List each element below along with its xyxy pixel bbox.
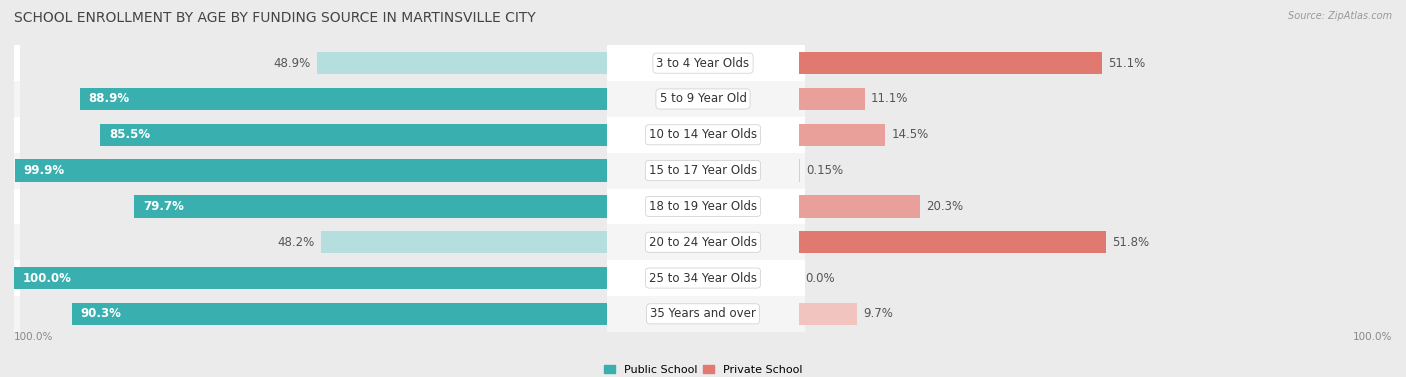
FancyBboxPatch shape: [14, 153, 20, 188]
FancyBboxPatch shape: [606, 117, 800, 153]
Text: 14.5%: 14.5%: [891, 128, 928, 141]
Legend: Public School, Private School: Public School, Private School: [599, 360, 807, 377]
FancyBboxPatch shape: [14, 224, 20, 260]
Text: 88.9%: 88.9%: [89, 92, 129, 106]
Bar: [14, 267, 606, 289]
FancyBboxPatch shape: [800, 188, 806, 224]
Text: 3 to 4 Year Olds: 3 to 4 Year Olds: [657, 57, 749, 70]
FancyBboxPatch shape: [606, 224, 800, 260]
Bar: [321, 231, 606, 253]
Text: 10 to 14 Year Olds: 10 to 14 Year Olds: [650, 128, 756, 141]
Text: 0.0%: 0.0%: [806, 271, 835, 285]
Text: 48.2%: 48.2%: [278, 236, 315, 249]
Text: 85.5%: 85.5%: [108, 128, 150, 141]
Text: 9.7%: 9.7%: [863, 307, 893, 320]
Text: 35 Years and over: 35 Years and over: [650, 307, 756, 320]
Text: 100.0%: 100.0%: [22, 271, 72, 285]
FancyBboxPatch shape: [14, 188, 20, 224]
FancyBboxPatch shape: [800, 153, 806, 188]
FancyBboxPatch shape: [800, 117, 806, 153]
FancyBboxPatch shape: [14, 260, 20, 296]
Text: 90.3%: 90.3%: [80, 307, 121, 320]
FancyBboxPatch shape: [606, 45, 800, 81]
FancyBboxPatch shape: [606, 296, 800, 332]
Text: 15 to 17 Year Olds: 15 to 17 Year Olds: [650, 164, 756, 177]
FancyBboxPatch shape: [14, 117, 20, 153]
Bar: [800, 195, 920, 218]
Bar: [14, 159, 606, 182]
Text: 20 to 24 Year Olds: 20 to 24 Year Olds: [650, 236, 756, 249]
FancyBboxPatch shape: [800, 260, 806, 296]
Bar: [800, 231, 1107, 253]
Bar: [80, 88, 606, 110]
Text: 0.15%: 0.15%: [806, 164, 844, 177]
Bar: [100, 124, 606, 146]
FancyBboxPatch shape: [14, 81, 20, 117]
Text: 79.7%: 79.7%: [143, 200, 184, 213]
Text: 18 to 19 Year Olds: 18 to 19 Year Olds: [650, 200, 756, 213]
Text: 11.1%: 11.1%: [872, 92, 908, 106]
Text: SCHOOL ENROLLMENT BY AGE BY FUNDING SOURCE IN MARTINSVILLE CITY: SCHOOL ENROLLMENT BY AGE BY FUNDING SOUR…: [14, 11, 536, 25]
Text: Source: ZipAtlas.com: Source: ZipAtlas.com: [1288, 11, 1392, 21]
Bar: [135, 195, 606, 218]
Text: 51.1%: 51.1%: [1108, 57, 1146, 70]
Bar: [800, 303, 856, 325]
FancyBboxPatch shape: [606, 260, 800, 296]
Bar: [800, 124, 886, 146]
FancyBboxPatch shape: [606, 81, 800, 117]
Bar: [800, 88, 865, 110]
Text: 20.3%: 20.3%: [925, 200, 963, 213]
Text: 51.8%: 51.8%: [1112, 236, 1150, 249]
FancyBboxPatch shape: [800, 224, 806, 260]
FancyBboxPatch shape: [800, 81, 806, 117]
Text: 99.9%: 99.9%: [24, 164, 65, 177]
Bar: [72, 303, 606, 325]
Text: 100.0%: 100.0%: [14, 332, 53, 342]
FancyBboxPatch shape: [606, 188, 800, 224]
Text: 5 to 9 Year Old: 5 to 9 Year Old: [659, 92, 747, 106]
Bar: [800, 52, 1102, 74]
Text: 25 to 34 Year Olds: 25 to 34 Year Olds: [650, 271, 756, 285]
Text: 100.0%: 100.0%: [1353, 332, 1392, 342]
FancyBboxPatch shape: [800, 45, 806, 81]
FancyBboxPatch shape: [606, 153, 800, 188]
Bar: [316, 52, 606, 74]
FancyBboxPatch shape: [14, 45, 20, 81]
FancyBboxPatch shape: [800, 296, 806, 332]
Text: 48.9%: 48.9%: [274, 57, 311, 70]
FancyBboxPatch shape: [14, 296, 20, 332]
